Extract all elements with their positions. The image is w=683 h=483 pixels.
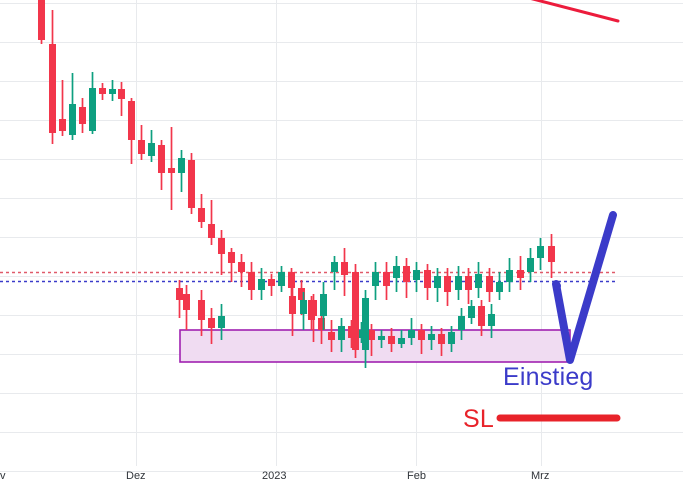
candle-body — [338, 326, 345, 340]
entry-arrow-vshape[interactable] — [552, 211, 617, 364]
candle-body — [328, 332, 335, 340]
x-axis-tick-label: 2023 — [262, 470, 287, 482]
entry-point-dot[interactable] — [553, 282, 561, 290]
candle-body — [278, 272, 285, 286]
entry-annotation-label[interactable]: Einstieg — [503, 363, 594, 391]
candle-body — [358, 330, 365, 338]
horizontal-gridlines — [0, 3, 683, 472]
candle-body — [398, 338, 405, 344]
candle-body — [238, 262, 245, 272]
candle-body — [368, 330, 375, 340]
candle-body — [183, 294, 190, 310]
candle-body — [318, 318, 325, 330]
candle-body — [331, 262, 338, 272]
candle-body — [218, 238, 225, 254]
candle-body — [198, 208, 205, 222]
x-axis-tick-label: Dez — [126, 470, 146, 482]
candle-body — [138, 140, 145, 154]
candle-body — [208, 318, 215, 328]
candle-body — [372, 272, 379, 286]
candle-body — [548, 246, 555, 262]
candle-body — [289, 296, 296, 314]
candle-body — [478, 306, 485, 326]
candle-body — [475, 274, 482, 288]
candle-body — [310, 300, 317, 316]
candle-body — [527, 258, 534, 272]
candlestick-series — [38, 0, 555, 368]
candle-body — [537, 246, 544, 258]
candle-body — [352, 272, 359, 350]
candle-body — [218, 316, 225, 328]
candle-body — [228, 252, 235, 263]
candle-body — [428, 334, 435, 340]
candle-body — [288, 272, 295, 288]
stoploss-annotation-label[interactable]: SL — [463, 405, 494, 433]
candle-body — [438, 334, 445, 344]
candle-body — [413, 270, 420, 280]
drawing-annotations[interactable] — [496, 0, 621, 422]
candle-body — [468, 306, 475, 318]
candle-body — [378, 336, 385, 340]
candle-body — [69, 104, 76, 135]
candle-body — [465, 276, 472, 290]
candle-body — [258, 279, 265, 290]
candle-body — [506, 270, 513, 282]
candle-body — [158, 145, 165, 173]
candle-body — [198, 300, 205, 320]
x-axis-tick-label: Feb — [407, 470, 426, 482]
candle-body — [424, 270, 431, 288]
candle-body — [178, 158, 185, 173]
candle-body — [408, 330, 415, 338]
candle-body — [362, 298, 369, 350]
candle-body — [300, 300, 307, 314]
candle-body — [517, 270, 524, 278]
candle-body — [128, 101, 135, 140]
candle-body — [388, 336, 395, 344]
candle-body — [403, 266, 410, 282]
candle-body — [434, 276, 441, 288]
candle-body — [486, 276, 493, 292]
candle-body — [49, 44, 56, 133]
x-axis-tick-label: v — [0, 470, 6, 482]
candle-body — [248, 272, 255, 290]
candle-body — [393, 266, 400, 278]
candle-body — [148, 143, 155, 156]
candle-body — [59, 119, 66, 131]
candle-body — [458, 316, 465, 330]
candle-body — [448, 332, 455, 344]
vertical-gridlines — [136, 0, 542, 466]
x-axis-tick-label: Mrz — [531, 470, 550, 482]
candle-body — [188, 160, 195, 208]
price-level-lines — [0, 271, 617, 283]
candle-body — [109, 89, 116, 94]
candle-body — [320, 294, 327, 316]
candle-body — [89, 88, 96, 131]
candle-body — [79, 107, 86, 124]
candle-body — [298, 288, 305, 300]
candle-body — [496, 282, 503, 292]
candle-body — [488, 314, 495, 326]
candle-body — [208, 224, 215, 238]
candle-body — [38, 0, 45, 40]
candle-body — [455, 276, 462, 290]
candle-body — [444, 276, 451, 292]
candle-body — [348, 326, 355, 338]
downtrend-line[interactable] — [529, 0, 620, 23]
candle-body — [176, 288, 183, 300]
candle-body — [268, 279, 275, 286]
candle-body — [99, 88, 106, 94]
candle-body — [341, 262, 348, 275]
candle-body — [418, 330, 425, 340]
candle-body — [383, 272, 390, 286]
candle-body — [118, 89, 125, 99]
candle-body — [168, 168, 175, 173]
